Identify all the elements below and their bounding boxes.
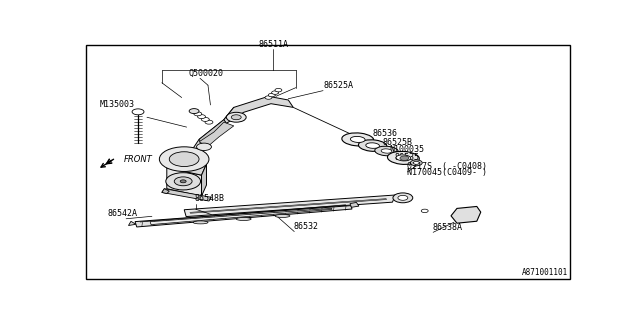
Ellipse shape	[387, 151, 419, 164]
Circle shape	[393, 193, 413, 203]
Text: 86511A: 86511A	[259, 40, 289, 49]
Circle shape	[180, 180, 186, 183]
Circle shape	[201, 117, 209, 121]
Polygon shape	[202, 164, 207, 196]
Circle shape	[413, 161, 419, 164]
Circle shape	[227, 112, 246, 122]
Circle shape	[271, 91, 278, 94]
Text: 86536: 86536	[372, 129, 397, 138]
Ellipse shape	[358, 140, 387, 151]
Polygon shape	[451, 206, 481, 223]
Circle shape	[174, 177, 192, 186]
Polygon shape	[199, 122, 234, 146]
Polygon shape	[199, 120, 227, 143]
Polygon shape	[224, 96, 293, 124]
Ellipse shape	[351, 136, 365, 142]
Circle shape	[198, 115, 205, 119]
Ellipse shape	[375, 146, 398, 156]
Text: A871001101: A871001101	[522, 268, 568, 277]
Polygon shape	[135, 206, 352, 227]
Polygon shape	[167, 168, 202, 196]
Polygon shape	[167, 157, 207, 175]
Circle shape	[190, 109, 198, 113]
Circle shape	[275, 88, 282, 92]
Ellipse shape	[381, 149, 392, 153]
Circle shape	[194, 112, 202, 116]
Circle shape	[398, 196, 408, 200]
Text: 86542A: 86542A	[108, 209, 138, 218]
Ellipse shape	[396, 155, 411, 161]
Polygon shape	[184, 195, 396, 217]
Polygon shape	[350, 203, 359, 207]
Text: 86535: 86535	[395, 153, 420, 162]
Ellipse shape	[342, 133, 374, 146]
Circle shape	[169, 152, 199, 166]
Text: Q500020: Q500020	[188, 69, 223, 78]
Ellipse shape	[275, 214, 290, 217]
Polygon shape	[162, 189, 211, 201]
Ellipse shape	[366, 143, 380, 148]
Circle shape	[205, 120, 213, 124]
Text: FRONT: FRONT	[124, 155, 152, 164]
Circle shape	[189, 108, 199, 114]
Ellipse shape	[236, 218, 251, 220]
Circle shape	[265, 96, 272, 99]
Text: 86532: 86532	[293, 222, 318, 231]
Text: 86548B: 86548B	[194, 195, 224, 204]
Circle shape	[400, 156, 409, 160]
Circle shape	[132, 109, 144, 115]
Polygon shape	[162, 189, 169, 194]
Polygon shape	[129, 221, 136, 226]
Text: 86525A: 86525A	[323, 81, 353, 90]
Circle shape	[166, 173, 200, 190]
Circle shape	[410, 160, 422, 166]
Circle shape	[196, 143, 211, 150]
Text: N170045(C0409- ): N170045(C0409- )	[408, 168, 488, 177]
Circle shape	[231, 115, 241, 120]
Polygon shape	[189, 108, 239, 157]
Text: M135003: M135003	[100, 100, 135, 108]
Circle shape	[268, 93, 275, 97]
Text: 86525B: 86525B	[383, 138, 413, 147]
Circle shape	[159, 147, 209, 172]
Text: N100035: N100035	[389, 145, 424, 154]
Text: 86538A: 86538A	[432, 223, 462, 232]
Polygon shape	[150, 208, 332, 225]
Text: 0217S  ( -C0408): 0217S ( -C0408)	[408, 163, 488, 172]
Ellipse shape	[193, 221, 208, 224]
Circle shape	[421, 209, 428, 212]
